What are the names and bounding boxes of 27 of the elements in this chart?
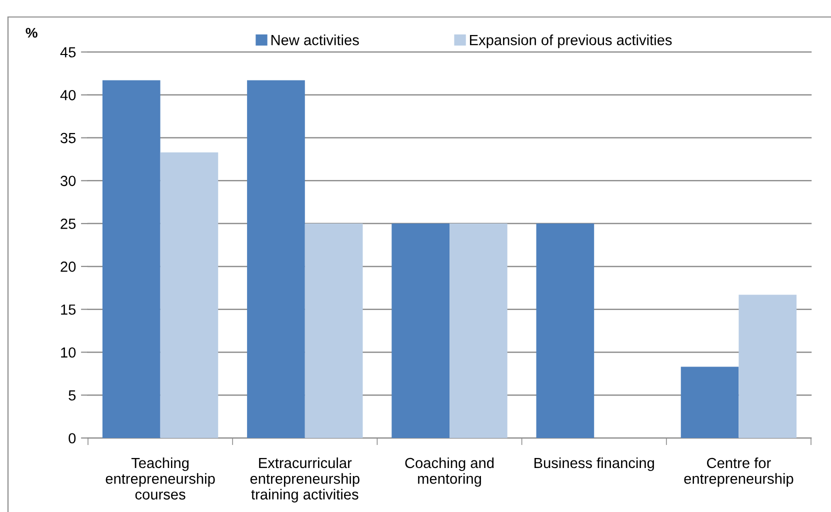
y-tick-label: 45: [60, 47, 76, 58]
x-tick-label: Coaching and mentoring: [405, 457, 494, 487]
legend-label: Expansion of previous activities: [470, 34, 672, 48]
y-tick-label: 20: [60, 262, 76, 272]
bar: [304, 224, 363, 438]
bar: [160, 152, 218, 438]
y-tick-label: 5: [68, 390, 76, 401]
bar: [680, 366, 739, 438]
x-tick-label: Teaching entrepreneurship courses: [106, 457, 215, 500]
x-tick-label: Business financing: [534, 457, 654, 472]
y-tick-label: 0: [68, 433, 76, 444]
y-tick-label: 25: [60, 218, 76, 229]
bar: [450, 224, 508, 438]
y-tick-label: 10: [61, 347, 76, 358]
bar: [536, 224, 594, 438]
y-tick-label: 30: [60, 176, 76, 186]
y-tick-label: 40: [60, 90, 76, 100]
bar: [102, 80, 160, 438]
bar: [738, 294, 797, 438]
x-tick-label: Centre for entrepreneurship: [684, 457, 794, 487]
y-tick-label: 35: [60, 132, 76, 144]
y-tick-label: 15: [61, 304, 76, 315]
y-axis-title: %: [26, 28, 38, 38]
bar: [247, 80, 305, 438]
legend-label: New activities: [271, 34, 359, 46]
bar: [392, 224, 450, 438]
x-tick-label: Extracurricular entrepreneurship training activities: [250, 457, 360, 502]
